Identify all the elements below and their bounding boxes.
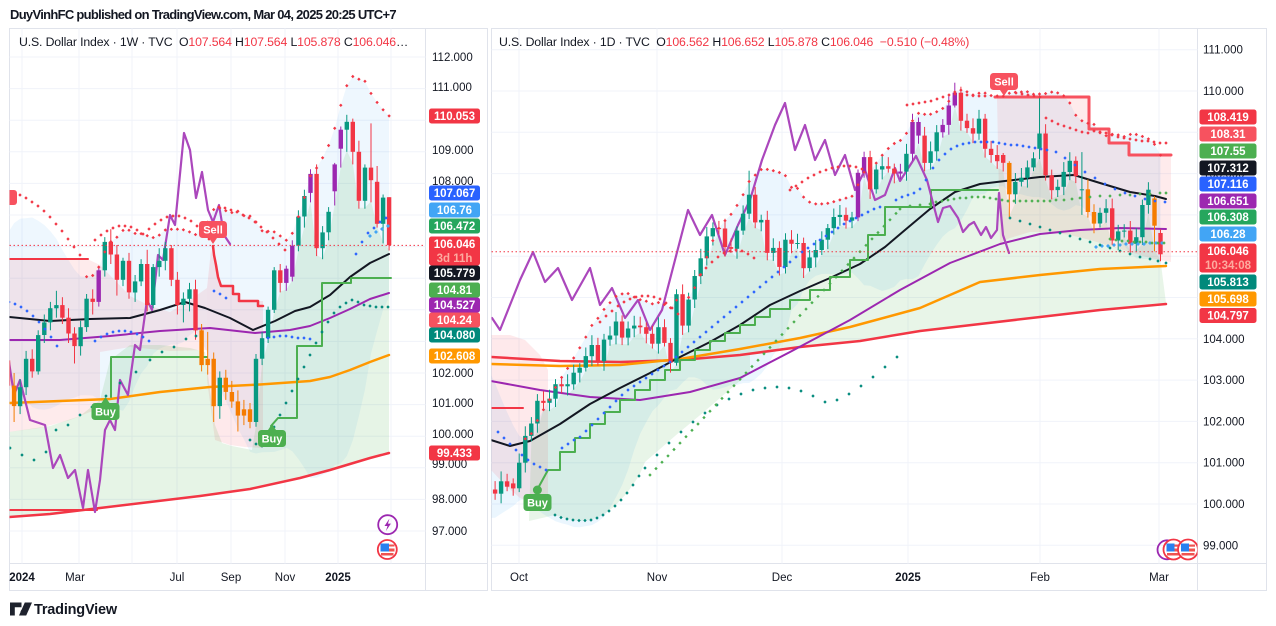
svg-text:2025: 2025 <box>325 572 351 584</box>
svg-text:97.000: 97.000 <box>432 526 467 538</box>
svg-text:104.24: 104.24 <box>437 315 473 327</box>
svg-text:Jul: Jul <box>170 572 185 584</box>
svg-text:108.000: 108.000 <box>432 176 474 188</box>
svg-text:99.000: 99.000 <box>432 459 467 471</box>
svg-text:101.000: 101.000 <box>432 398 474 410</box>
svg-text:101.000: 101.000 <box>1203 458 1245 470</box>
svg-text:104.797: 104.797 <box>1207 311 1249 323</box>
svg-text:2024: 2024 <box>9 572 35 584</box>
svg-text:TradingView: TradingView <box>34 602 118 618</box>
svg-text:Sep: Sep <box>221 572 241 584</box>
svg-text:Mar: Mar <box>65 572 85 584</box>
svg-text:111.000: 111.000 <box>1203 45 1243 57</box>
svg-text:110.000: 110.000 <box>1203 86 1244 98</box>
svg-text:Nov: Nov <box>275 572 296 584</box>
svg-text:Sell: Sell <box>203 225 223 237</box>
svg-text:DuyVinhFC published on Trading: DuyVinhFC published on TradingView.com, … <box>10 7 396 22</box>
svg-text:108.31: 108.31 <box>1210 129 1246 141</box>
svg-text:105.813: 105.813 <box>1207 277 1249 289</box>
svg-text:111.000: 111.000 <box>432 82 472 94</box>
svg-text:107.116: 107.116 <box>1208 179 1249 191</box>
svg-text:100.000: 100.000 <box>1203 499 1245 511</box>
svg-text:98.000: 98.000 <box>432 494 467 506</box>
svg-text:Buy: Buy <box>262 434 284 446</box>
svg-text:99.000: 99.000 <box>1203 540 1238 552</box>
svg-text:106.651: 106.651 <box>1207 196 1249 208</box>
svg-text:107.55: 107.55 <box>1210 146 1246 158</box>
svg-text:10:34:08: 10:34:08 <box>1205 260 1252 272</box>
svg-text:U.S. Dollar Index · 1D · TVC: U.S. Dollar Index · 1D · TVC O106.562 H1… <box>499 35 969 49</box>
svg-text:106.046: 106.046 <box>1207 246 1249 258</box>
svg-text:Mar: Mar <box>1149 572 1169 584</box>
svg-text:104.000: 104.000 <box>1203 334 1245 346</box>
svg-text:105.779: 105.779 <box>434 268 476 280</box>
svg-text:112.000: 112.000 <box>432 52 473 64</box>
svg-text:Oct: Oct <box>510 572 529 584</box>
svg-text:108.419: 108.419 <box>1207 112 1249 124</box>
svg-text:106.046: 106.046 <box>434 239 476 251</box>
svg-text:U.S. Dollar Index · 1W · TVC: U.S. Dollar Index · 1W · TVC O107.564 H1… <box>19 35 408 49</box>
svg-text:107.067: 107.067 <box>434 188 476 200</box>
svg-text:100.000: 100.000 <box>432 429 474 441</box>
svg-text:Feb: Feb <box>1030 572 1050 584</box>
svg-text:107.312: 107.312 <box>1207 163 1249 175</box>
svg-text:104.527: 104.527 <box>434 300 476 312</box>
svg-text:Dec: Dec <box>772 572 793 584</box>
svg-text:3d 11h: 3d 11h <box>437 253 473 265</box>
svg-text:103.000: 103.000 <box>1203 375 1245 387</box>
svg-text:99.433: 99.433 <box>437 448 472 460</box>
svg-text:2025: 2025 <box>895 572 921 584</box>
svg-text:102.000: 102.000 <box>432 368 474 380</box>
svg-text:110.053: 110.053 <box>434 111 475 123</box>
svg-text:106.28: 106.28 <box>1210 229 1246 241</box>
svg-text:104.080: 104.080 <box>434 330 476 342</box>
svg-text:104.81: 104.81 <box>437 285 473 297</box>
svg-text:102.000: 102.000 <box>1203 416 1245 428</box>
svg-text:102.608: 102.608 <box>434 351 476 363</box>
svg-text:Buy: Buy <box>95 407 117 419</box>
svg-text:Sell: Sell <box>994 77 1014 89</box>
svg-text:105.698: 105.698 <box>1207 294 1249 306</box>
svg-text:106.308: 106.308 <box>1207 212 1249 224</box>
svg-text:Buy: Buy <box>527 498 549 510</box>
svg-text:106.76: 106.76 <box>437 205 472 217</box>
svg-text:106.472: 106.472 <box>434 221 476 233</box>
svg-text:109.000: 109.000 <box>432 145 474 157</box>
svg-text:Nov: Nov <box>647 572 668 584</box>
